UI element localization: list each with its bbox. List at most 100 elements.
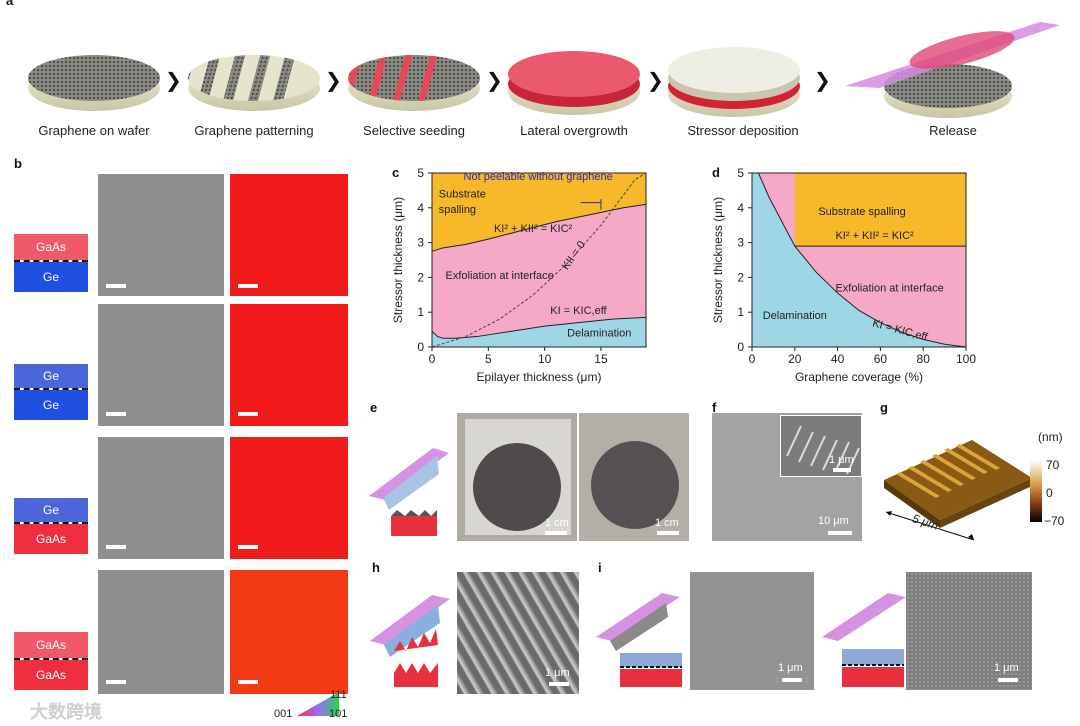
delam-boundary-line xyxy=(757,172,967,348)
ebsd-map-3 xyxy=(230,437,348,559)
plot-frame xyxy=(431,172,647,348)
layer-stack-3: Ge GaAs xyxy=(14,498,88,554)
step-label-1: Graphene on wafer xyxy=(38,123,150,138)
x-tick-label: 60 xyxy=(874,352,888,366)
y-axis-label: Stressor thickness (μm) xyxy=(391,197,405,323)
region-delamination xyxy=(432,317,646,347)
y-tick-label: 1 xyxy=(737,305,744,319)
panel-i-label: i xyxy=(598,560,602,575)
arrow-icon-4: ❯ xyxy=(647,68,664,92)
kii-zero-line xyxy=(431,172,647,348)
x-axis-label: Graphene coverage (%) xyxy=(795,370,923,384)
ipf-label-001: 001 xyxy=(274,708,293,720)
photo-e-2: 1 cm xyxy=(579,413,689,541)
layer-top: Ge xyxy=(14,364,88,388)
layer-bottom: GaAs xyxy=(14,524,88,554)
lower-boundary-line xyxy=(431,316,647,339)
ipf-label-101: 101 xyxy=(329,708,348,720)
sem-image-4 xyxy=(98,570,224,694)
layer-top: Ge xyxy=(14,498,88,522)
scale-label: 1 cm xyxy=(545,517,569,529)
x-tick-label: 20 xyxy=(788,352,802,366)
ebsd-map-4 xyxy=(230,570,348,694)
x-tick-label: 0 xyxy=(429,352,436,366)
chart-d: Substrate spalling KI² + KII² = KIC² Exfol… xyxy=(711,165,976,384)
x-tick-label: 100 xyxy=(956,352,976,366)
sem-image-3 xyxy=(98,437,224,559)
region-label-spalling: Substrate spalling xyxy=(818,206,905,218)
afm-unit-label: (nm) xyxy=(1038,430,1063,444)
scale-label: 1 μm xyxy=(778,662,803,674)
layer-stack-2: Ge Ge xyxy=(14,364,88,420)
y-tick-label: 4 xyxy=(417,201,424,215)
panel-label: d xyxy=(712,165,720,180)
panel-h-label: h xyxy=(372,560,380,575)
panel-i-schematic-2 xyxy=(822,593,906,687)
layer-top: GaAs xyxy=(14,234,88,260)
panel-label: c xyxy=(392,165,399,180)
panel-a-label: a xyxy=(6,0,14,8)
inset-scale-label: 1 μm xyxy=(829,454,854,466)
arrow-icon-1: ❯ xyxy=(165,68,182,92)
layer-stack-4: GaAs GaAs xyxy=(14,632,88,690)
arrow-icon-5: ❯ xyxy=(814,68,831,92)
region-spalling xyxy=(794,173,966,247)
step-label-3: Selective seeding xyxy=(363,123,465,138)
x-tick-label: 40 xyxy=(831,352,845,366)
watermark: 大数跨境 xyxy=(30,702,102,723)
y-tick-label: 2 xyxy=(737,270,744,284)
sem-image-i-1: 1 μm xyxy=(690,572,814,690)
layer-stack-1: GaAs Ge xyxy=(14,234,88,292)
photo-e-1: 1 cm xyxy=(457,413,577,541)
sem-image-1 xyxy=(98,174,224,296)
step-label-6: Release xyxy=(929,123,977,138)
wafer-1 xyxy=(28,55,160,111)
arrow-icon-2: ❯ xyxy=(325,68,342,92)
region-label-exfoliation: Exfoliation at interface xyxy=(446,270,554,282)
panel-i-schematic-1 xyxy=(596,593,682,687)
upper-boundary-line xyxy=(431,203,647,252)
panel-e-schematic xyxy=(369,448,449,536)
afm-colorbar xyxy=(1030,460,1042,522)
layer-top: GaAs xyxy=(14,632,88,658)
wafer-6-release xyxy=(845,22,1060,118)
step-label-5: Stressor deposition xyxy=(687,123,799,138)
region-label-spalling-2: spalling xyxy=(439,204,476,216)
scale-label: 1 μm xyxy=(545,667,570,679)
y-tick-label: 1 xyxy=(417,305,424,319)
step-label-2: Graphene patterning xyxy=(194,123,314,138)
ipf-color-key xyxy=(297,692,339,716)
equation-upper: KI² + KII² = KIC² xyxy=(835,230,914,242)
equation-lower: KI = KIC,eff xyxy=(550,305,607,317)
wafer-4 xyxy=(508,51,640,115)
sem-image-h: 1 μm xyxy=(457,572,579,694)
wafer-2 xyxy=(188,55,320,111)
y-tick-label: 3 xyxy=(417,236,424,250)
layer-bottom: GaAs xyxy=(14,660,88,690)
y-tick-label: 3 xyxy=(737,236,744,250)
sem-image-i-2: 1 μm xyxy=(906,572,1032,690)
afm-max-label: 70 xyxy=(1046,458,1060,472)
afm-3d-map xyxy=(884,440,1032,541)
y-tick-label: 2 xyxy=(417,270,424,284)
scale-label: 1 μm xyxy=(994,662,1019,674)
ipf-label-111: 111 xyxy=(330,689,347,701)
region-label-exfoliation: Exfoliation at interface xyxy=(835,282,943,294)
y-axis-label: Stressor thickness (μm) xyxy=(711,197,725,323)
ebsd-map-1 xyxy=(230,174,348,296)
y-tick-label: 5 xyxy=(417,166,424,180)
layer-bottom: Ge xyxy=(14,390,88,420)
panel-e-label: e xyxy=(370,400,378,415)
y-tick-label: 5 xyxy=(737,166,744,180)
x-tick-label: 10 xyxy=(538,352,552,366)
scale-label: 10 μm xyxy=(818,515,849,527)
ebsd-map-2 xyxy=(230,304,348,426)
x-tick-label: 80 xyxy=(917,352,931,366)
afm-min-label: −70 xyxy=(1044,514,1065,528)
x-tick-label: 15 xyxy=(594,352,608,366)
equation-upper: KI² + KII² = KIC² xyxy=(494,223,573,235)
sem-inset-f: 1 μm xyxy=(780,415,862,477)
panel-f-label: f xyxy=(712,400,717,415)
wafer-5 xyxy=(668,47,800,117)
panel-h-schematic xyxy=(370,595,450,687)
